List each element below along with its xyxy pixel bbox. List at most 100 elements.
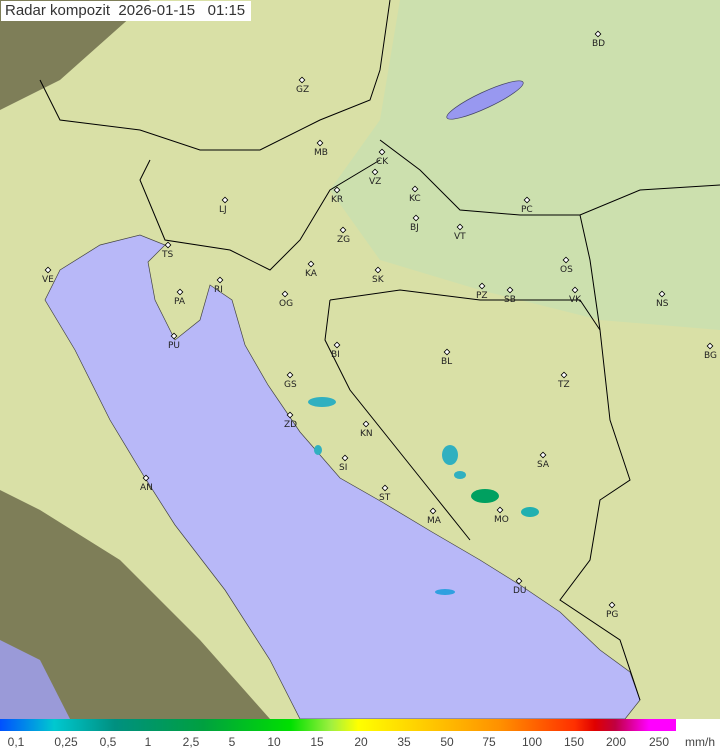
city-label-pc: PC xyxy=(521,205,533,215)
city-marker-icon xyxy=(170,332,178,340)
city-label-ka: KA xyxy=(305,269,318,279)
city-label-an: AN xyxy=(140,483,153,493)
city-label-zd: ZD xyxy=(284,420,297,430)
city-marker-icon xyxy=(221,196,229,204)
city-marker-icon xyxy=(411,185,419,193)
city-label-st: ST xyxy=(379,493,391,503)
city-marker-icon xyxy=(164,241,172,249)
city-label-vt: VT xyxy=(454,232,466,242)
city-marker-icon xyxy=(706,342,714,350)
legend-label: 200 xyxy=(605,735,627,749)
city-label-ts: TS xyxy=(161,250,173,260)
city-label-bl: BL xyxy=(441,357,452,367)
legend-label: 5 xyxy=(228,735,236,749)
lowland-area xyxy=(330,0,720,330)
city-label-bi: BI xyxy=(331,350,340,360)
city-label-os: OS xyxy=(560,265,573,275)
legend-label: 10 xyxy=(267,735,281,749)
city-label-zg: ZG xyxy=(337,235,350,245)
country-borders xyxy=(39,0,720,701)
city-marker-icon xyxy=(496,506,504,514)
city-marker-icon xyxy=(562,256,570,264)
city-marker-icon xyxy=(44,266,52,274)
legend-label: 15 xyxy=(310,735,324,749)
city-marker-icon xyxy=(539,451,547,459)
city-label-sa: SA xyxy=(537,460,550,470)
city-marker-icon xyxy=(594,30,602,38)
legend-label: 150 xyxy=(563,735,585,749)
city-label-gs: GS xyxy=(284,380,297,390)
legend-label: 0,25 xyxy=(54,735,78,749)
city-marker-icon xyxy=(374,266,382,274)
city-marker-icon xyxy=(371,168,379,176)
city-marker-icon xyxy=(378,148,386,156)
city-label-si: SI xyxy=(339,463,347,473)
city-marker-icon xyxy=(339,226,347,234)
radar-echoes xyxy=(308,397,539,595)
legend-label: 100 xyxy=(521,735,543,749)
city-label-gz: GZ xyxy=(296,85,309,95)
legend-label: 50 xyxy=(440,735,454,749)
city-label-du: DU xyxy=(513,586,527,596)
city-marker-icon xyxy=(412,214,420,222)
city-marker-icon xyxy=(658,290,666,298)
city-marker-icon xyxy=(523,196,531,204)
city-label-mo: MO xyxy=(494,515,509,525)
city-marker-icon xyxy=(307,260,315,268)
tyrrhenian-sea xyxy=(0,640,70,719)
city-marker-icon xyxy=(341,454,349,462)
city-marker-icon xyxy=(456,223,464,231)
city-marker-icon xyxy=(478,282,486,290)
city-marker-icon xyxy=(506,286,514,294)
city-label-pg: PG xyxy=(606,610,618,620)
city-label-bg: BG xyxy=(704,351,717,361)
city-marker-icon xyxy=(281,290,289,298)
city-label-vk: VK xyxy=(569,295,582,305)
legend-label: 20 xyxy=(354,735,368,749)
city-marker-icon xyxy=(333,341,341,349)
city-marker-icon xyxy=(515,577,523,585)
lake-balaton xyxy=(446,80,524,120)
city-marker-icon xyxy=(362,420,370,428)
city-marker-icon xyxy=(381,484,389,492)
city-marker-icon xyxy=(298,76,306,84)
city-marker-icon xyxy=(176,288,184,296)
city-label-ck: CK xyxy=(376,157,389,167)
legend-label: 75 xyxy=(482,735,496,749)
city-label-bj: BJ xyxy=(410,223,419,233)
legend-labels: 0,1 0,25 0,5 1 2,5 5 10 15 20 35 50 75 1… xyxy=(0,735,720,751)
city-label-vz: VZ xyxy=(369,177,381,187)
city-marker-icon xyxy=(560,371,568,379)
legend-label: 0,5 xyxy=(99,735,117,749)
city-label-ma: MA xyxy=(427,516,442,526)
city-label-og: OG xyxy=(279,299,293,309)
city-marker-icon xyxy=(286,371,294,379)
city-marker-icon xyxy=(333,186,341,194)
city-marker-icon xyxy=(142,474,150,482)
city-label-kr: KR xyxy=(331,195,343,205)
city-marker-icon xyxy=(286,411,294,419)
legend-label: 2,5 xyxy=(182,735,200,749)
city-marker-icon xyxy=(429,507,437,515)
city-marker-icon xyxy=(216,276,224,284)
city-label-ri: RI xyxy=(214,285,223,295)
city-marker-icon xyxy=(571,286,579,294)
city-label-tz: TZ xyxy=(557,380,570,390)
city-marker-icon xyxy=(443,348,451,356)
city-label-kn: KN xyxy=(360,429,373,439)
city-label-kc: KC xyxy=(409,194,421,204)
legend-label: 0,1 xyxy=(7,735,25,749)
city-label-ve: VE xyxy=(42,275,54,285)
city-label-pz: PZ xyxy=(476,291,488,301)
legend-label: 35 xyxy=(397,735,411,749)
city-label-sk: SK xyxy=(372,275,385,285)
radar-map[interactable]: GZ BD MB CK VZ KR KC PC LJ ZG BJ VT TS VE RI KA SK OS PA OG… xyxy=(0,0,720,719)
city-label-lj: LJ xyxy=(219,205,227,215)
city-label-mb: MB xyxy=(314,148,328,158)
city-label-bd: BD xyxy=(592,39,605,49)
legend-label: 1 xyxy=(144,735,152,749)
precipitation-color-scale xyxy=(0,719,676,731)
city-marker-icon xyxy=(608,601,616,609)
map-title: Radar kompozit 2026-01-15 01:15 xyxy=(1,1,252,21)
